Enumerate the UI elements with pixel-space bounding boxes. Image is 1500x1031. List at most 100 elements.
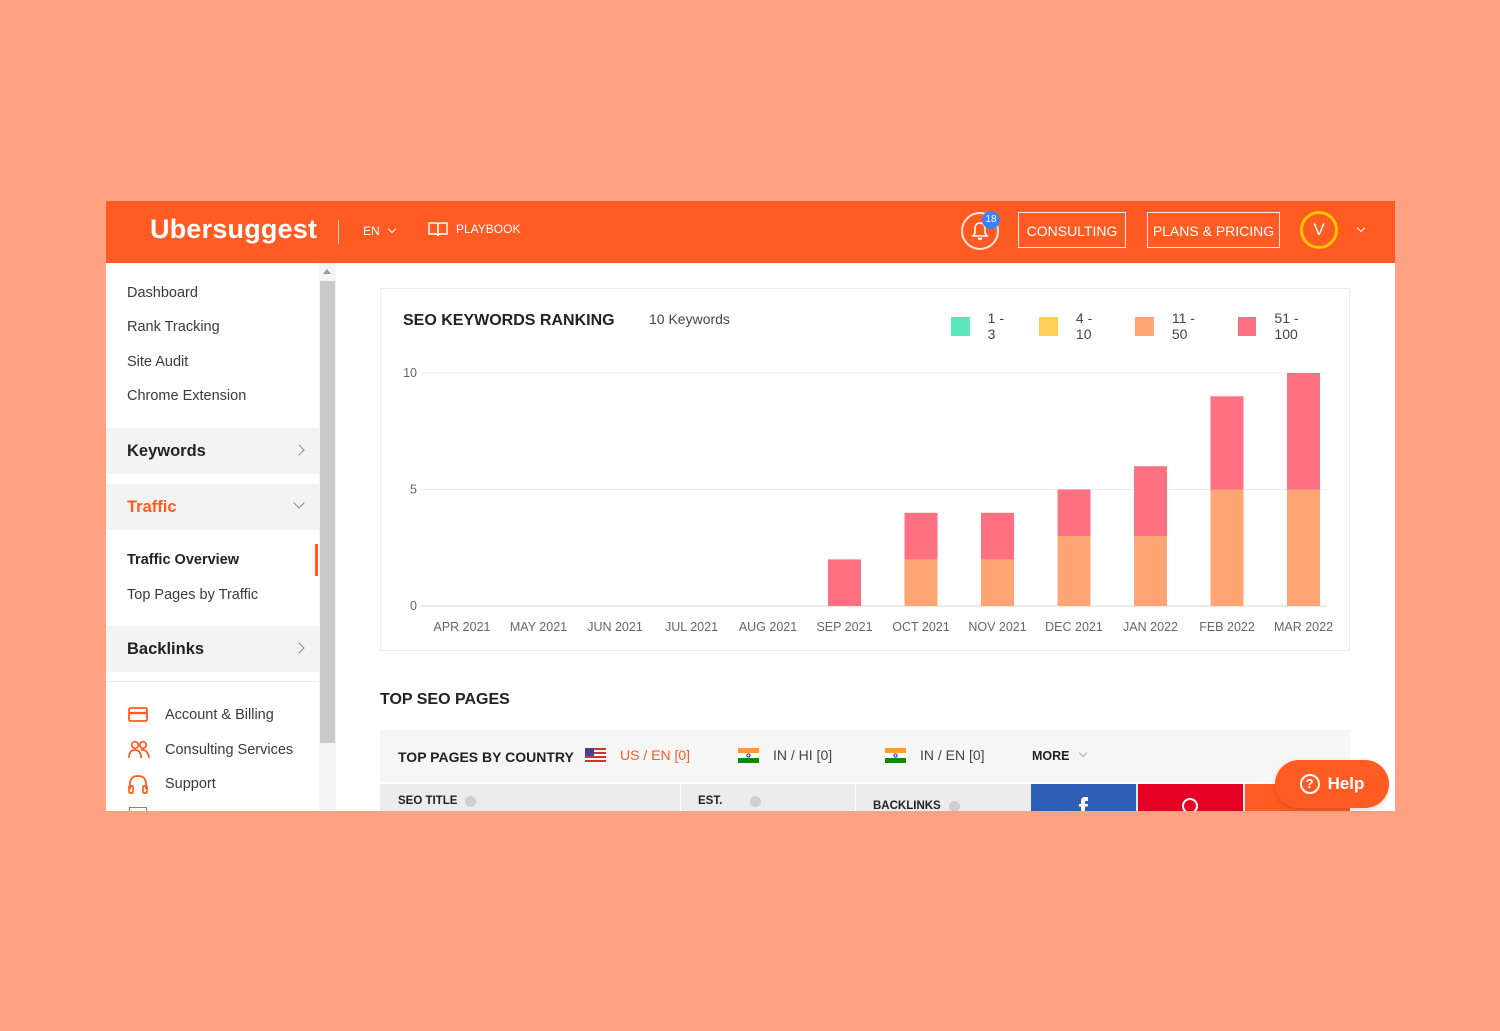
playbook-label: PLAYBOOK [456, 222, 521, 236]
users-icon [128, 740, 150, 759]
india-flag-icon [738, 747, 759, 763]
consulting-button[interactable]: CONSULTING [1018, 212, 1126, 248]
facebook-icon [1079, 797, 1088, 811]
bar-segment[interactable] [1210, 489, 1244, 607]
plans-pricing-button[interactable]: PLANS & PRICING [1147, 212, 1280, 248]
country-tab-in-hi[interactable]: IN / HI [0] [738, 747, 832, 763]
y-tick-label: 0 [410, 599, 417, 613]
card-title: SEO KEYWORDS RANKING [403, 312, 615, 329]
x-tick-label: NOV 2021 [968, 620, 1026, 634]
bar-segment[interactable] [981, 512, 1014, 560]
book-icon [428, 222, 448, 237]
legend-item[interactable]: 51 - 100 [1237, 310, 1325, 342]
help-tooltip-icon[interactable] [948, 800, 960, 811]
bar-segment[interactable] [1134, 466, 1167, 537]
x-tick-label: MAR 2022 [1274, 620, 1333, 634]
headphones-icon [128, 775, 148, 794]
keywords-ranking-chart: 0 5 10 APR 2021 MAY 2021 JUN 2021 JUL 2021 AUG … [403, 366, 1333, 634]
sidebar-item-chrome-extension[interactable]: Chrome Extension [127, 388, 247, 404]
x-tick-label: AUG 2021 [739, 620, 797, 634]
sidebar-divider [106, 681, 319, 682]
question-icon: ? [1299, 774, 1320, 794]
keyword-count: 10 Keywords [649, 311, 730, 327]
sidebar-section-keywords[interactable]: Keywords [106, 428, 319, 474]
help-tooltip-icon[interactable] [465, 795, 477, 807]
country-tab-label: IN / EN [0] [920, 747, 985, 763]
x-tick-label: MAY 2021 [510, 620, 567, 634]
column-header-label: EST. [698, 795, 723, 807]
bar-segment[interactable] [1210, 396, 1244, 490]
bar-segment[interactable] [1134, 536, 1167, 606]
ubersuggest-logo[interactable]: Ubersuggest [150, 214, 318, 244]
credit-card-icon [128, 707, 148, 722]
chevron-down-icon [293, 497, 305, 509]
legend-item[interactable]: 11 - 50 [1135, 310, 1214, 342]
sidebar-section-backlinks[interactable]: Backlinks [106, 626, 319, 672]
bar-segment[interactable] [1057, 536, 1091, 606]
user-avatar[interactable]: V [1300, 211, 1338, 249]
legend-label: 1 - 3 [987, 310, 1005, 342]
bar-segment[interactable] [904, 559, 938, 606]
india-flag-icon [885, 747, 906, 763]
language-label: EN [363, 224, 380, 238]
sidebar-item-account-billing[interactable]: Account & Billing [127, 704, 274, 726]
seo-keywords-ranking-card: 0 5 10 APR 2021 MAY 2021 JUN 2021 JUL 2021 AUG … [380, 288, 1350, 651]
top-navigation-bar: Ubersuggest EN PLAYBOOK 18 CONSULTING PL… [106, 201, 1395, 263]
top-pages-by-country-bar: TOP PAGES BY COUNTRY US / EN [0] IN / HI… [380, 730, 1350, 782]
top-seo-pages-title: TOP SEO PAGES [380, 691, 510, 708]
sidebar-section-traffic[interactable]: Traffic [106, 484, 319, 530]
sidebar-item-traffic-overview[interactable]: Traffic Overview [127, 552, 240, 568]
sidebar-section-label: Keywords [127, 442, 206, 460]
sidebar-item-support[interactable]: Support [127, 773, 216, 795]
column-header-est[interactable]: EST. [698, 795, 762, 807]
sidebar-section-label: Traffic [127, 498, 177, 516]
help-button[interactable]: ? Help [1275, 760, 1389, 808]
legend-label: 51 - 100 [1274, 310, 1299, 342]
bar-segment[interactable] [981, 559, 1014, 606]
x-tick-label: SEP 2021 [816, 620, 872, 634]
sidebar-item-label: Support [165, 776, 216, 792]
more-countries-dropdown[interactable]: MORE [1032, 748, 1087, 763]
legend-item[interactable]: 1 - 3 [951, 310, 1015, 342]
x-tick-label: APR 2021 [434, 620, 491, 634]
bar-segment[interactable] [1287, 489, 1320, 607]
column-header-seo-title[interactable]: SEO TITLE [398, 795, 477, 807]
main-content: 0 5 10 APR 2021 MAY 2021 JUN 2021 JUL 2021 AUG … [337, 263, 1395, 811]
country-tab-in-en[interactable]: IN / EN [0] [885, 747, 985, 763]
sidebar-item-rank-tracking[interactable]: Rank Tracking [127, 319, 220, 335]
x-tick-label: JUN 2021 [587, 620, 643, 634]
app-window: Ubersuggest EN PLAYBOOK 18 CONSULTING PL… [106, 201, 1395, 811]
bar-segment[interactable] [904, 512, 938, 560]
country-tab-label: IN / HI [0] [773, 747, 833, 763]
legend-item[interactable]: 4 - 10 [1039, 310, 1111, 342]
sidebar-item-top-pages-by-traffic[interactable]: Top Pages by Traffic [127, 587, 259, 603]
pinterest-shares-column[interactable] [1138, 784, 1243, 811]
language-selector[interactable]: EN [363, 224, 396, 238]
facebook-shares-column[interactable] [1031, 784, 1136, 811]
column-header-backlinks[interactable]: BACKLINKS [873, 800, 960, 811]
help-label: Help [1327, 774, 1365, 793]
sidebar: Dashboard Rank Tracking Site Audit Chrom… [106, 263, 319, 811]
column-header-label: BACKLINKS [873, 800, 941, 811]
sidebar-item-label: Consulting Services [165, 742, 294, 758]
legend-label: 11 - 50 [1171, 310, 1195, 342]
notification-count-badge: 18 [982, 211, 1000, 229]
column-divider [855, 784, 856, 811]
scroll-up-arrow-icon[interactable] [323, 269, 331, 274]
sidebar-item-label: Account & Billing [165, 707, 274, 723]
legend-label: 4 - 10 [1075, 310, 1093, 342]
bar-segment[interactable] [1287, 373, 1320, 490]
chevron-down-icon[interactable] [1356, 223, 1366, 233]
bar-segment[interactable] [828, 559, 861, 606]
sidebar-item-consulting-services[interactable]: Consulting Services [127, 739, 293, 761]
x-tick-label: DEC 2021 [1045, 620, 1103, 634]
sidebar-item-dashboard[interactable]: Dashboard [127, 285, 198, 301]
sidebar-item-site-audit[interactable]: Site Audit [127, 354, 189, 370]
bar-segment[interactable] [1057, 489, 1091, 537]
country-tab-us-en[interactable]: US / EN [0] [585, 747, 690, 763]
sidebar-scrollbar-thumb[interactable] [320, 281, 335, 743]
playbook-link[interactable]: PLAYBOOK [428, 221, 520, 237]
help-tooltip-icon[interactable] [750, 795, 762, 807]
chart-legend: 1 - 3 4 - 10 11 - 50 51 - 100 [951, 310, 1349, 342]
top-pages-table-header: SEO TITLE EST. BACKLINKS [380, 784, 1350, 811]
